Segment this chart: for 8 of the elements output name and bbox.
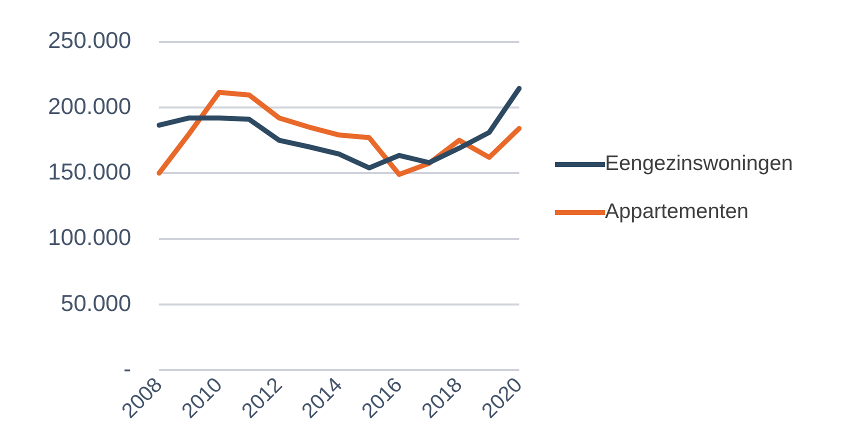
legend-label: Eengezinswoningen [605, 151, 794, 177]
legend-label: Appartementen [605, 199, 750, 225]
y-tick-label: 200.000 [48, 92, 132, 119]
y-tick-label: - [123, 355, 132, 382]
y-tick-label: 50.000 [60, 290, 132, 316]
y-tick-label: 100.000 [48, 224, 132, 250]
y-tick-label: 150.000 [48, 158, 132, 184]
y-tick-label: 250.000 [48, 27, 132, 54]
